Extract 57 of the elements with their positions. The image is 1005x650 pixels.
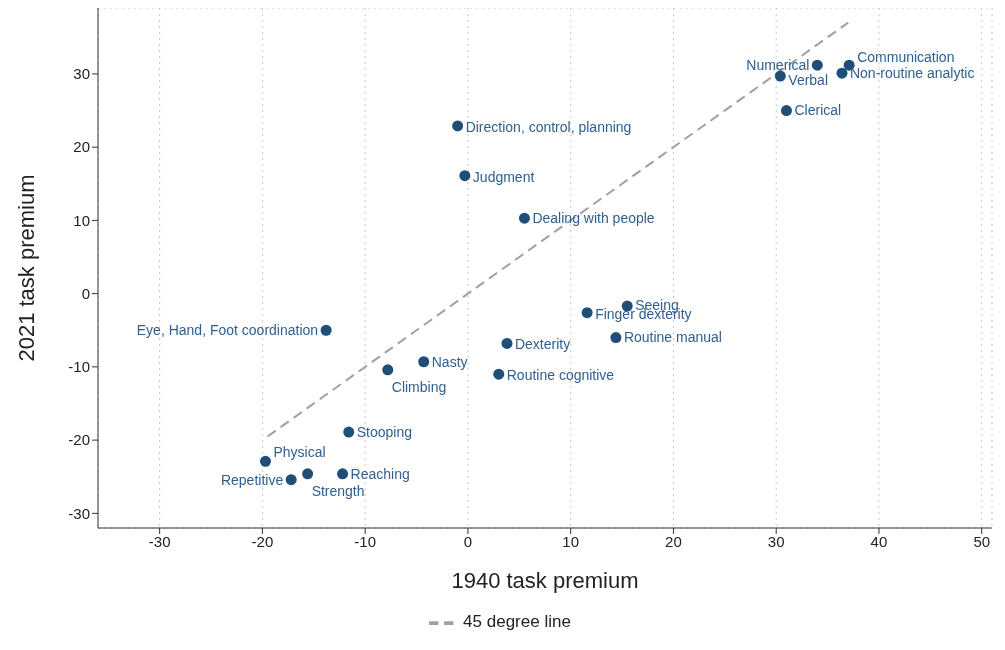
x-tick-label: 0 — [463, 532, 473, 550]
x-tick-label: 40 — [870, 532, 888, 550]
annotation: Clerical — [794, 102, 842, 119]
annotation: Physical — [273, 444, 326, 461]
annotation: Verbal — [788, 72, 829, 89]
annotation: Numerical — [746, 57, 810, 74]
point — [260, 455, 271, 467]
annotation: Dealing with people — [532, 210, 655, 227]
y-tick-label: 30 — [73, 65, 90, 83]
point — [774, 70, 786, 82]
annotation: Nasty — [431, 353, 468, 370]
annotation: Strength — [311, 482, 365, 499]
point — [302, 468, 314, 480]
point — [780, 105, 792, 117]
point — [610, 332, 622, 344]
annotation: Repetitive — [220, 471, 284, 488]
annotation: Climbing — [391, 378, 447, 395]
point — [459, 170, 471, 182]
x-tick-label: -20 — [251, 532, 274, 550]
annotation: Communication — [857, 49, 955, 66]
annotation: Direction, control, planning — [465, 118, 632, 135]
y-tick-label: 20 — [73, 138, 90, 156]
point — [811, 59, 823, 71]
x-tick-label: -30 — [148, 532, 171, 550]
x-tick-label: -10 — [354, 532, 377, 550]
point — [836, 67, 848, 79]
point — [518, 212, 530, 224]
x-tick-label: 10 — [562, 532, 580, 550]
y-tick-label: 0 — [81, 284, 90, 302]
x-axis-title: 1940 task premium — [451, 568, 639, 593]
annotation: Non-routine analytic — [849, 65, 975, 82]
annotation: Dexterity — [514, 336, 571, 353]
point — [285, 474, 297, 486]
annotation: Eye, Hand, Foot coordination — [136, 322, 319, 339]
annotation: Judgment — [472, 168, 535, 185]
point — [337, 468, 349, 480]
y-tick-label: -20 — [68, 431, 90, 449]
x-tick-label: 30 — [767, 532, 785, 550]
y-tick-label: -10 — [68, 358, 90, 376]
point — [452, 120, 464, 132]
point — [382, 364, 394, 376]
point — [581, 307, 593, 319]
annotation: Stooping — [356, 423, 413, 440]
point — [418, 356, 430, 368]
point — [493, 368, 505, 380]
y-axis-title: 2021 task premium — [13, 174, 39, 362]
y-tick-label: 10 — [73, 211, 90, 229]
annotation: Routine manual — [623, 329, 722, 346]
legend-label: 45 degree line — [463, 612, 571, 632]
point — [343, 426, 355, 438]
annotation: Routine cognitive — [506, 367, 615, 384]
annotation: Reaching — [350, 465, 410, 482]
y-tick-label: -30 — [68, 504, 90, 522]
x-tick-label: 20 — [665, 532, 682, 550]
point — [320, 324, 332, 336]
point — [501, 337, 513, 349]
x-tick-label: 50 — [973, 532, 991, 550]
